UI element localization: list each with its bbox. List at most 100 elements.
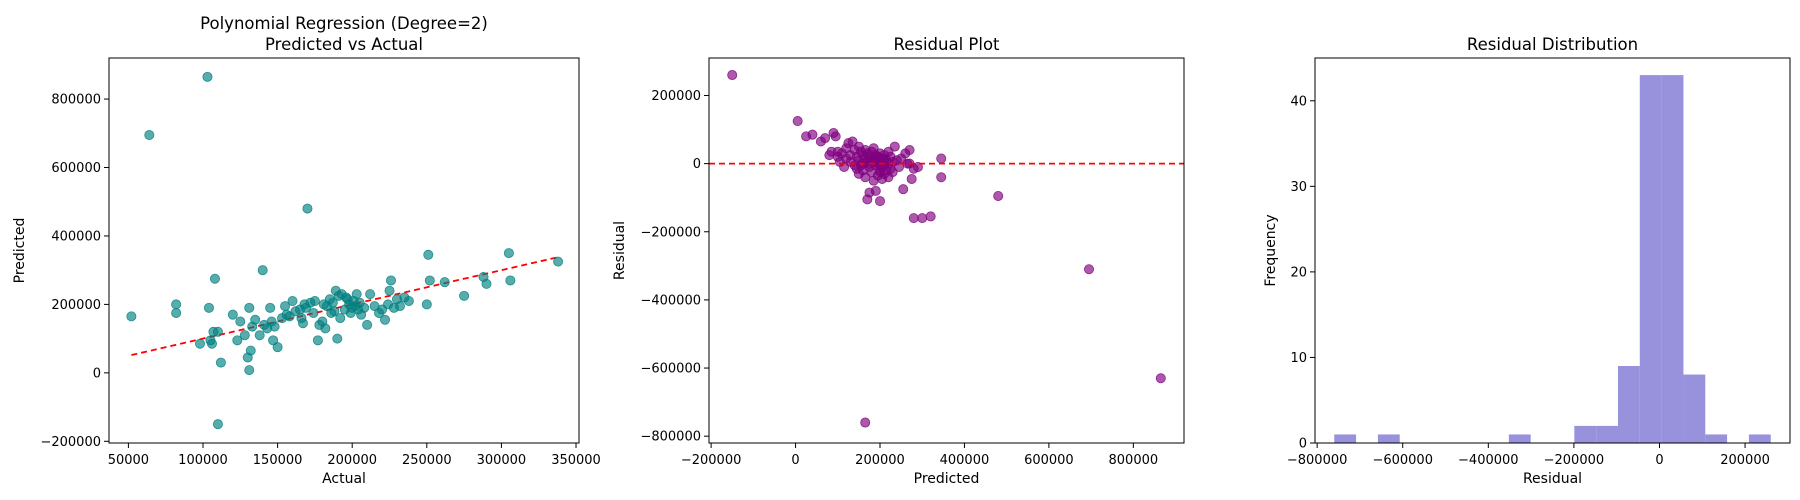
data-point [384,285,395,296]
data-point [203,302,214,313]
data-point [171,307,182,318]
histogram-bar [1617,366,1640,443]
subplot-3: −800000 −600000 −400000 −200000 0 200000 0 10 20… [1263,35,1791,487]
plot-area [126,71,564,430]
data-point [272,342,283,353]
data-point [212,326,223,337]
chart-title: Residual Distribution [1467,35,1638,54]
data-point [505,275,516,286]
x-tick-label: −400000 [1458,453,1519,468]
chart-title: Polynomial Regression (Degree=2) [200,14,488,33]
data-point [898,184,909,195]
y-tick-label: −800000 [640,430,701,445]
y-tick-label: 0 [1299,437,1307,452]
data-point [727,70,738,81]
data-point [459,290,470,301]
y-axis-label: Predicted [12,218,28,284]
y-tick-label: −200000 [40,435,101,450]
data-point [1084,264,1095,275]
chart-title: Predicted vs Actual [265,35,423,54]
data-point [212,419,223,430]
data-point [320,323,331,334]
data-point [329,306,340,317]
data-point [202,71,213,82]
axes-frame [708,57,1185,444]
data-point [297,318,308,329]
data-point [244,302,255,313]
x-tick-label: 0 [791,453,799,468]
x-tick-label: 150000 [253,453,303,468]
data-point [335,313,346,324]
data-point [904,144,915,155]
data-point [206,338,217,349]
data-point [302,203,313,214]
x-tick-label: −200000 [681,453,742,468]
data-point [906,173,917,184]
x-tick-label: 0 [1655,453,1663,468]
data-point [792,116,803,127]
data-point [380,314,391,325]
subplot-1: 50000 100000 150000 200000 250000 300000 35000… [12,14,601,487]
histogram-bar [1661,75,1684,443]
data-point [359,302,370,313]
x-tick-label: 250000 [402,453,452,468]
x-tick-label: 600000 [1024,453,1074,468]
data-point [332,333,343,344]
data-point [424,275,435,286]
x-tick-label: −200000 [1544,453,1605,468]
x-tick-label: 200000 [1720,453,1770,468]
subplot-2: −200000 0 200000 400000 600000 800000 −800000 −… [612,35,1185,487]
data-point [171,299,182,310]
data-point [235,316,246,327]
data-point [553,256,564,267]
y-tick-label: 20 [1290,265,1307,280]
data-point [351,289,362,300]
data-point [269,321,280,332]
data-point [287,295,298,306]
x-axis-label: Actual [322,471,366,487]
data-point [423,249,434,260]
axes-frame [1314,57,1791,444]
y-tick-label: −400000 [640,293,701,308]
data-point [908,213,919,224]
x-tick-label: 350000 [551,453,601,468]
x-tick-label: 800000 [1109,453,1159,468]
data-point [227,309,238,320]
y-tick-label: 400000 [51,229,101,244]
data-point [993,190,1004,201]
data-point [820,133,831,144]
data-point [936,172,947,183]
data-point [860,417,871,428]
data-point [312,335,323,346]
histogram-bar [1574,425,1597,443]
data-point [879,155,890,166]
data-point [503,248,514,259]
data-point [385,275,396,286]
data-point [1155,373,1166,384]
data-point [239,330,250,341]
y-tick-label: 10 [1290,351,1307,366]
data-point [232,335,243,346]
data-point [807,129,818,140]
data-point [144,129,155,140]
x-tick-label: 200000 [327,453,377,468]
data-point [215,357,226,368]
data-point [870,185,881,196]
data-point [925,211,936,222]
y-axis-label: Frequency [1263,214,1279,286]
data-point [195,338,206,349]
data-point [403,295,414,306]
y-tick-label: −600000 [640,362,701,377]
x-axis-label: Predicted [914,471,980,487]
histogram-bar [1377,434,1400,443]
x-tick-label: 300000 [477,453,527,468]
data-point [244,365,255,376]
data-point [257,265,268,276]
histogram-bar [1683,374,1706,443]
data-point [308,307,319,318]
y-tick-label: 200000 [51,298,101,313]
data-point [870,151,881,162]
histogram-bar [1748,434,1771,443]
data-point [830,131,841,142]
